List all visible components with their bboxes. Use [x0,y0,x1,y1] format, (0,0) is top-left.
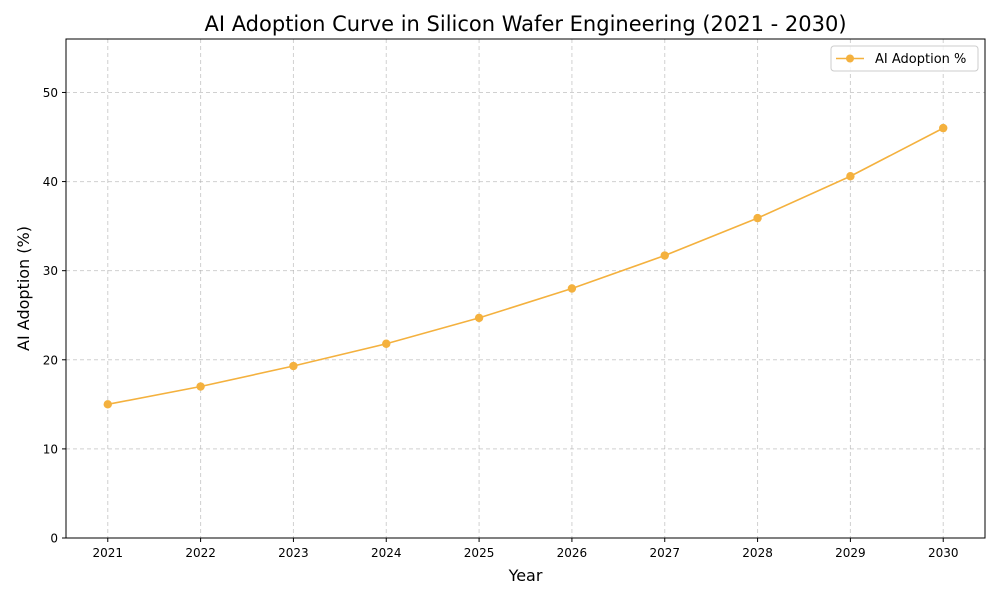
x-tick-label: 2022 [185,546,216,560]
series-line [107,127,944,406]
grid [66,39,985,539]
y-tick-label: 40 [43,175,58,189]
y-axis-ticks: 0 10 20 30 40 50 [43,86,66,546]
data-point [382,339,391,348]
x-tick-label: 2023 [278,546,309,560]
x-tick-label: 2029 [835,546,866,560]
x-tick-label: 2026 [557,546,588,560]
data-point [289,361,298,371]
data-point [474,313,484,323]
data-point [753,213,762,223]
data-point [939,123,948,133]
data-point [846,172,855,181]
data-point [196,382,205,391]
y-tick-label: 50 [43,86,58,100]
x-tick-label: 2021 [92,546,123,560]
y-tick-label: 10 [43,442,58,456]
x-tick-label: 2027 [649,546,680,560]
chart-title: AI Adoption Curve in Silicon Wafer Engin… [204,12,846,36]
y-tick-label: 30 [43,264,58,278]
plot-frame [65,38,986,539]
y-tick-label: 20 [43,353,58,367]
x-tick-label: 2025 [464,546,495,560]
legend-label: AI Adoption % [875,52,966,67]
x-tick-label: 2030 [928,546,959,560]
legend: AI Adoption % [830,45,979,72]
x-tick-label: 2028 [742,546,773,560]
x-axis-ticks: 2021 2022 2023 2024 2025 2026 2027 2028 2029 2030 [92,538,959,560]
data-point [660,251,669,260]
y-tick-label: 0 [50,532,58,546]
data-point [567,284,577,293]
y-axis-label: AI Adoption (%) [14,226,33,351]
x-axis-label: Year [508,566,543,585]
data-point [103,400,112,409]
legend-frame [830,45,979,72]
x-tick-label: 2024 [371,546,402,560]
legend-marker [846,54,854,63]
series-layer [103,123,948,409]
